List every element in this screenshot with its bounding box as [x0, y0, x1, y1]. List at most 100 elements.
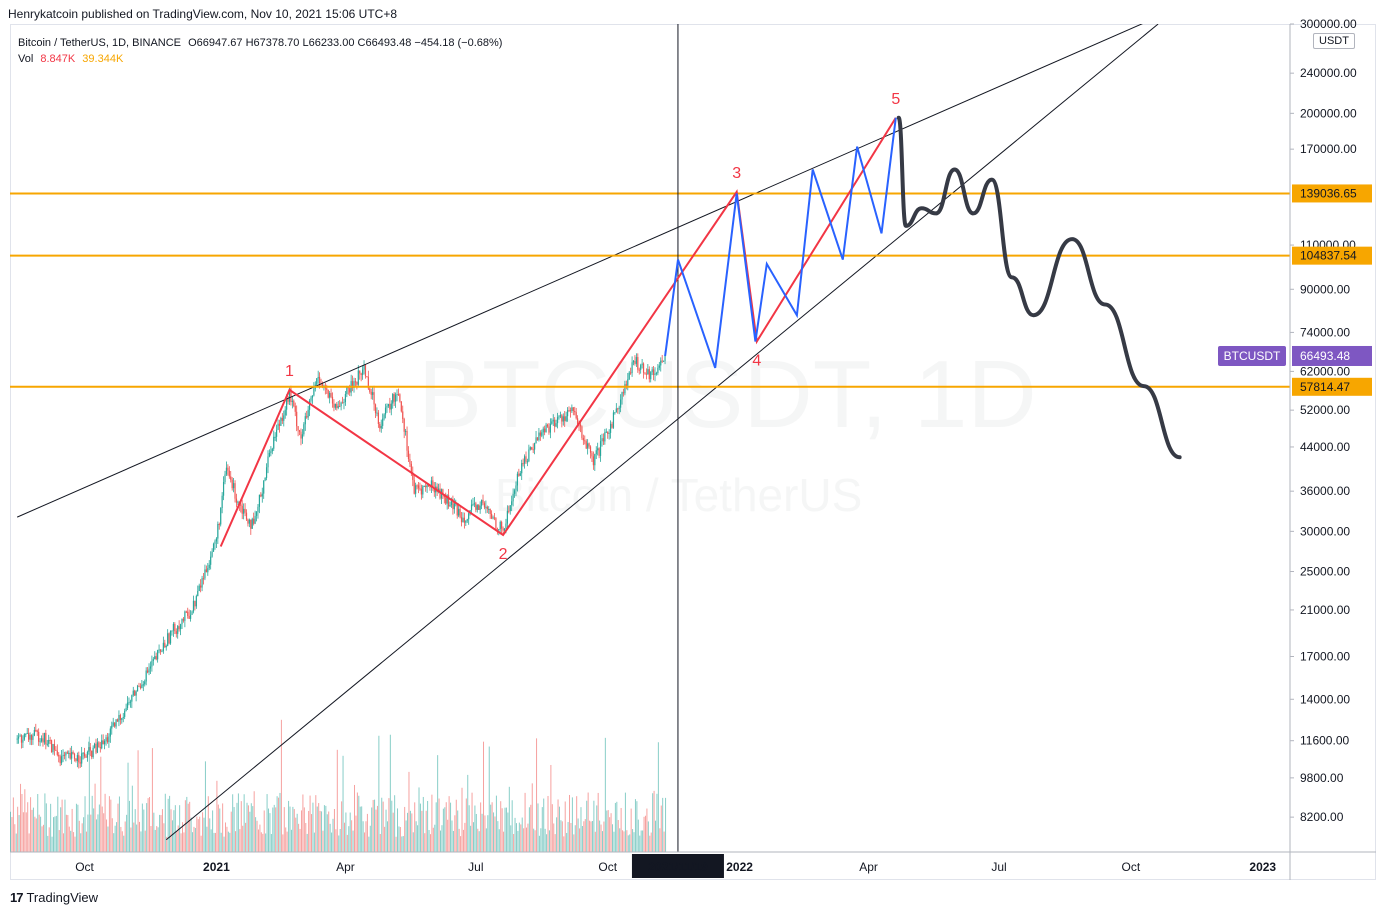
candle-body: [453, 503, 455, 510]
candle-body: [496, 528, 498, 530]
volume-bar: [414, 802, 416, 852]
volume-bar: [405, 820, 407, 852]
volume-bar: [454, 815, 456, 852]
candle-body: [637, 357, 639, 370]
candle-body: [321, 384, 324, 387]
volume-bar: [623, 831, 625, 852]
volume-bar: [187, 803, 189, 852]
volume-bar: [206, 826, 208, 852]
candle-body: [48, 739, 50, 744]
volume-bar: [255, 817, 257, 852]
candle-body: [433, 487, 435, 493]
volume-bar: [74, 836, 76, 852]
volume-bar: [257, 829, 259, 852]
candle-body: [452, 499, 454, 510]
footer-brand[interactable]: 17 TradingView: [10, 890, 98, 905]
candle-body: [39, 741, 41, 743]
candle-body: [36, 730, 38, 732]
candle-body: [221, 495, 223, 509]
volume-bar: [118, 796, 120, 852]
volume-bar: [131, 785, 133, 852]
candle-body: [157, 650, 159, 660]
candle-body: [276, 429, 278, 437]
volume-bar: [600, 824, 602, 852]
volume-bar: [652, 793, 654, 852]
volume-bar: [97, 814, 99, 852]
chart-frame[interactable]: [10, 24, 1376, 880]
price-tick-label: 30000.00: [1300, 524, 1350, 538]
candle-body: [354, 381, 357, 383]
volume-bar: [609, 817, 611, 852]
volume-bar: [382, 801, 384, 852]
candle-body: [488, 508, 490, 510]
candle-body: [278, 423, 281, 426]
volume-bar: [296, 813, 298, 852]
candle-body: [227, 467, 229, 471]
wave-label-2: 2: [499, 546, 508, 563]
candle-body: [253, 518, 255, 524]
volume-bar: [404, 806, 406, 852]
volume-bar: [157, 827, 159, 852]
volume-bar: [389, 734, 391, 852]
volume-bar: [441, 825, 443, 852]
candle-body: [233, 483, 235, 489]
volume-bar: [64, 799, 66, 852]
volume-bar: [460, 836, 462, 852]
volume-bar: [540, 828, 542, 852]
volume-bar: [355, 815, 357, 852]
volume-bar: [612, 824, 614, 852]
price-unit-button[interactable]: USDT: [1313, 33, 1355, 49]
volume-bar: [451, 820, 453, 852]
candle-body: [333, 403, 335, 408]
volume-bar: [402, 836, 404, 852]
candle-body: [548, 426, 550, 433]
volume-bar: [571, 797, 573, 852]
volume-bar: [637, 819, 639, 852]
candle-body: [144, 681, 146, 685]
symbol-title[interactable]: Bitcoin / TetherUS, 1D, BINANCE: [18, 37, 182, 49]
candle-body: [22, 739, 24, 743]
volume-bar: [246, 802, 248, 852]
volume-bar: [22, 812, 24, 852]
volume-bar: [412, 832, 414, 852]
volume-bar: [250, 803, 252, 852]
volume-bar: [501, 808, 503, 852]
candle-body: [301, 434, 304, 439]
wave-label-4: 4: [752, 353, 761, 370]
volume-bar: [342, 755, 344, 852]
volume-bar: [45, 803, 47, 852]
candle-body: [485, 506, 487, 508]
volume-bar: [110, 799, 112, 852]
candle-body: [38, 731, 40, 742]
price-tick-label: 200000.00: [1300, 106, 1357, 120]
candle-body: [159, 649, 162, 652]
candle-body: [502, 528, 504, 531]
candle-body: [430, 480, 433, 487]
volume-bar: [558, 806, 560, 852]
volume-bar: [450, 802, 452, 852]
candle-body: [582, 437, 584, 441]
volume-bar: [203, 817, 205, 852]
volume-bar: [587, 792, 589, 852]
candle-body: [535, 437, 537, 444]
volume-label[interactable]: Vol: [18, 53, 34, 65]
candle-body: [565, 416, 567, 421]
candle-body: [536, 437, 539, 441]
volume-bar: [85, 831, 87, 852]
candle-body: [104, 741, 106, 745]
volume-bar: [242, 825, 244, 852]
volume-bar: [503, 831, 505, 852]
candle-body: [197, 590, 199, 597]
volume-bar: [530, 804, 532, 852]
candle-body: [554, 419, 556, 427]
volume-bar: [531, 783, 533, 852]
candle-body: [531, 447, 533, 450]
candle-body: [313, 388, 315, 396]
volume-bar: [309, 795, 311, 852]
volume-bar: [299, 828, 301, 852]
candle-body: [195, 596, 197, 607]
candle-body: [139, 686, 142, 688]
volume-bar: [465, 798, 467, 852]
candle-body: [383, 414, 385, 419]
